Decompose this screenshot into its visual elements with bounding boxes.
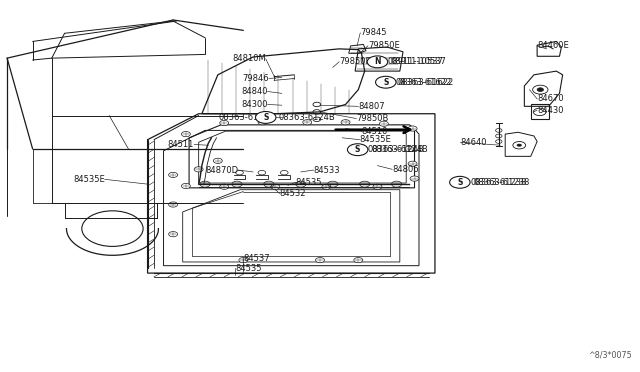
Text: 79850E: 79850E bbox=[339, 57, 371, 66]
Text: N: N bbox=[374, 57, 381, 66]
Text: 84532: 84532 bbox=[280, 189, 307, 198]
Circle shape bbox=[181, 132, 190, 137]
Text: 84810M: 84810M bbox=[232, 54, 266, 63]
Circle shape bbox=[376, 76, 396, 88]
Circle shape bbox=[367, 56, 388, 68]
Circle shape bbox=[220, 121, 228, 126]
Text: 84535: 84535 bbox=[296, 178, 322, 187]
Circle shape bbox=[258, 120, 267, 125]
Text: 08363-61238: 08363-61238 bbox=[473, 178, 530, 187]
Circle shape bbox=[380, 121, 388, 126]
Circle shape bbox=[408, 161, 417, 166]
Circle shape bbox=[220, 184, 228, 189]
Circle shape bbox=[373, 184, 382, 189]
Circle shape bbox=[405, 146, 414, 151]
Circle shape bbox=[410, 176, 419, 181]
Circle shape bbox=[537, 88, 543, 92]
Text: S: S bbox=[457, 178, 463, 187]
Circle shape bbox=[169, 172, 177, 177]
Text: 84870D: 84870D bbox=[205, 166, 238, 174]
Circle shape bbox=[271, 184, 280, 189]
Circle shape bbox=[450, 176, 470, 188]
Text: 84537: 84537 bbox=[243, 254, 270, 263]
Text: 84300: 84300 bbox=[241, 100, 268, 109]
Text: S: S bbox=[383, 78, 388, 87]
Text: 08363-61238: 08363-61238 bbox=[470, 178, 527, 187]
Text: 08363-61622: 08363-61622 bbox=[396, 78, 452, 87]
Circle shape bbox=[348, 144, 368, 155]
Circle shape bbox=[516, 144, 522, 147]
Text: 08363-6124B: 08363-6124B bbox=[218, 113, 275, 122]
Circle shape bbox=[213, 158, 222, 163]
Circle shape bbox=[255, 112, 276, 124]
Text: 79845: 79845 bbox=[360, 28, 387, 38]
Text: 84430: 84430 bbox=[537, 106, 564, 115]
Text: S: S bbox=[263, 113, 268, 122]
Text: 84535: 84535 bbox=[235, 264, 262, 273]
Circle shape bbox=[194, 167, 203, 172]
Circle shape bbox=[169, 202, 177, 207]
Circle shape bbox=[239, 257, 248, 263]
Text: S: S bbox=[355, 145, 360, 154]
Text: 08363-6124B: 08363-6124B bbox=[371, 145, 428, 154]
Text: 79846: 79846 bbox=[243, 74, 269, 83]
Circle shape bbox=[303, 120, 312, 125]
Text: 79850B: 79850B bbox=[356, 114, 388, 123]
Text: 84535E: 84535E bbox=[360, 135, 391, 144]
Circle shape bbox=[169, 232, 177, 237]
Text: 84460E: 84460E bbox=[537, 41, 569, 51]
Circle shape bbox=[322, 184, 331, 189]
Text: 84511: 84511 bbox=[168, 140, 194, 149]
Text: 84533: 84533 bbox=[314, 166, 340, 174]
Text: 84640: 84640 bbox=[461, 138, 487, 147]
Text: 08363-6124B: 08363-6124B bbox=[278, 113, 335, 122]
Text: 08363-6124B: 08363-6124B bbox=[368, 145, 425, 154]
Text: 84806: 84806 bbox=[392, 165, 419, 174]
Text: 84840: 84840 bbox=[241, 87, 268, 96]
Text: 08911-10537: 08911-10537 bbox=[387, 57, 443, 66]
Circle shape bbox=[341, 120, 350, 125]
Text: 08911-10537: 08911-10537 bbox=[390, 57, 446, 66]
Text: 84535E: 84535E bbox=[73, 175, 105, 184]
Text: 79850E: 79850E bbox=[368, 41, 399, 51]
Circle shape bbox=[408, 126, 417, 131]
Text: 84510: 84510 bbox=[362, 126, 388, 136]
Circle shape bbox=[181, 183, 190, 189]
Text: 08363-61622: 08363-61622 bbox=[398, 78, 454, 87]
Text: 84670: 84670 bbox=[537, 94, 564, 103]
Circle shape bbox=[316, 257, 324, 263]
Text: 84807: 84807 bbox=[358, 102, 385, 111]
Text: ^8/3*0075: ^8/3*0075 bbox=[588, 350, 632, 359]
Circle shape bbox=[354, 257, 363, 263]
